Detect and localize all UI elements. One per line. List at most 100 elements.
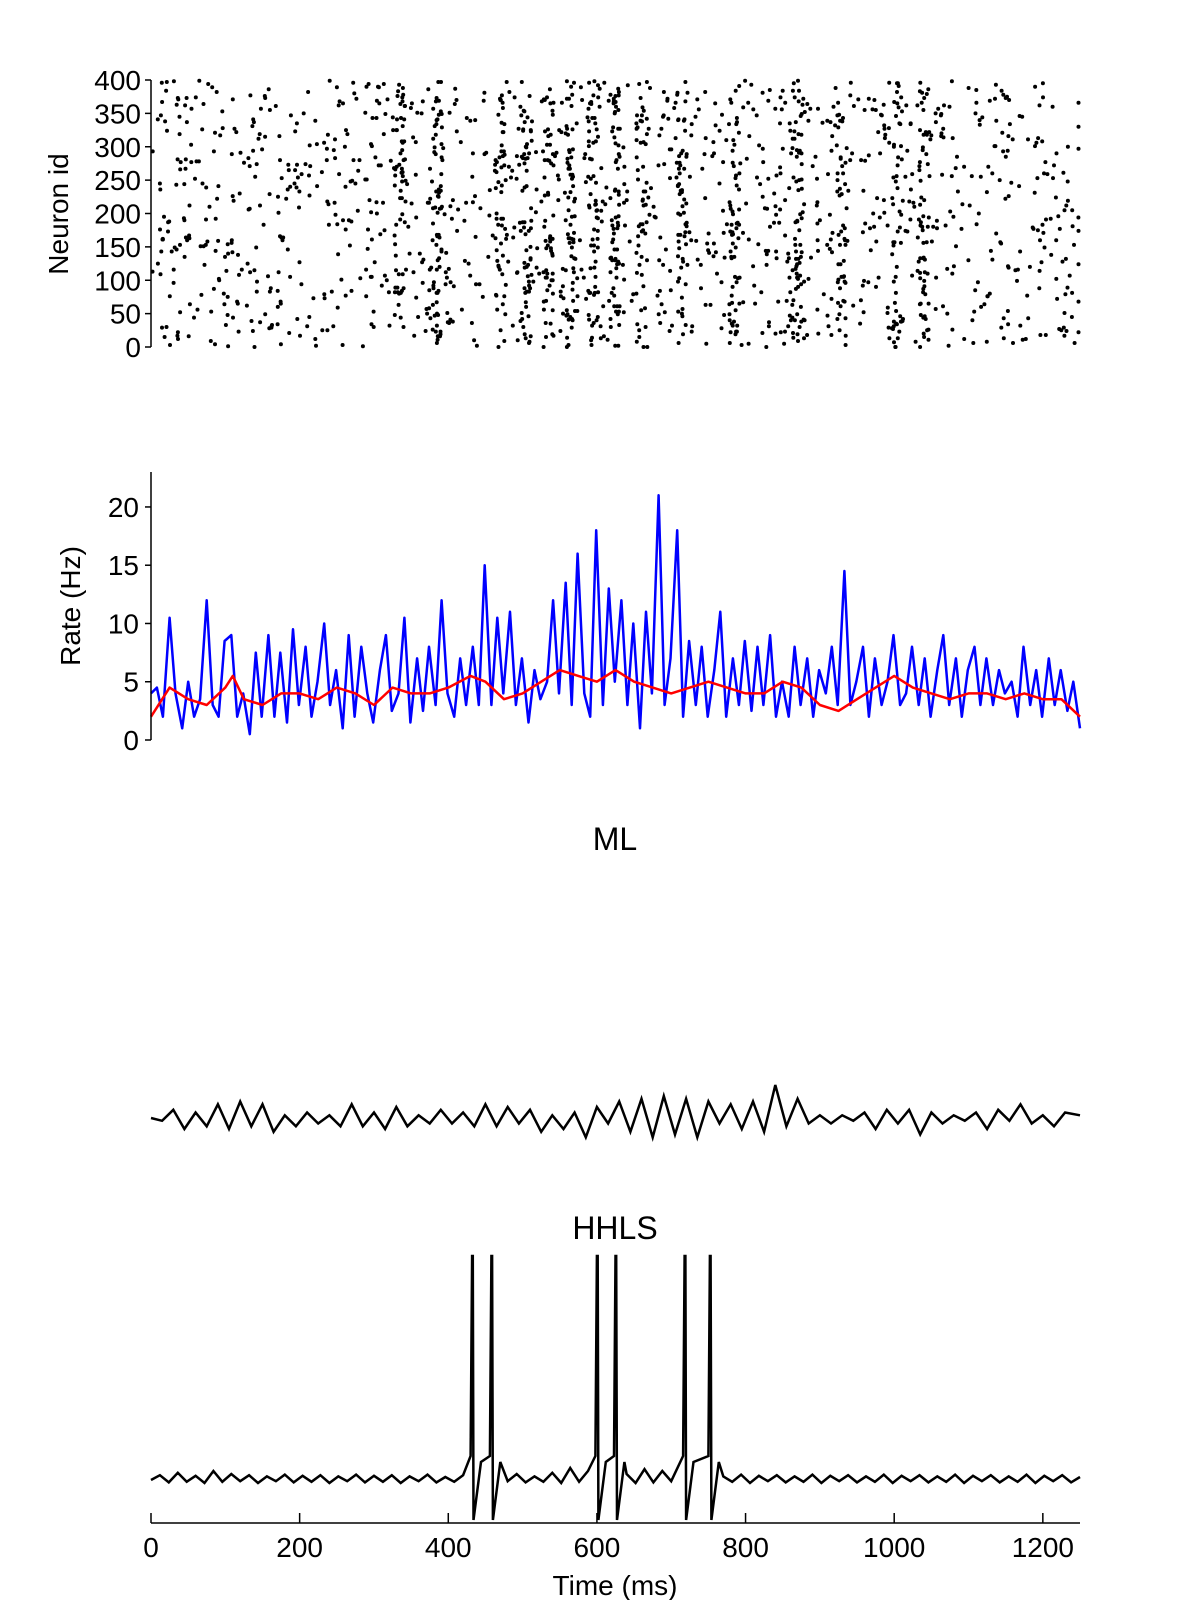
spike-dot <box>490 233 495 238</box>
spike-dot <box>322 140 327 145</box>
spike-dot <box>836 300 840 305</box>
spike-dot <box>518 228 523 233</box>
spike-dot <box>661 113 666 118</box>
spike-dot <box>547 87 552 92</box>
spike-dot <box>920 148 925 153</box>
spike-dot <box>1065 285 1070 290</box>
spike-dot <box>586 144 591 149</box>
spike-dot <box>924 240 929 245</box>
spike-dot <box>1054 151 1059 156</box>
spike-dot <box>187 302 192 307</box>
spike-dot <box>969 174 974 179</box>
spike-dot <box>506 259 511 264</box>
spike-dot <box>635 125 640 130</box>
spike-dot <box>899 144 903 149</box>
spike-dot <box>841 298 846 303</box>
spike-dot <box>172 245 177 250</box>
spike-dot <box>661 262 666 267</box>
spike-dot <box>478 206 483 211</box>
spike-dot <box>639 113 644 118</box>
spike-dot <box>736 130 741 135</box>
spike-dot <box>414 295 419 300</box>
spike-dot <box>684 154 689 159</box>
spike-dot <box>435 334 440 339</box>
spike-dot <box>611 96 616 101</box>
spike-dot <box>841 223 846 228</box>
spike-dot <box>646 195 651 200</box>
spike-dot <box>1065 179 1070 184</box>
spike-dot <box>374 98 379 103</box>
spike-dot <box>364 267 369 272</box>
spike-dot <box>558 289 563 294</box>
spike-dot <box>882 210 887 215</box>
spike-dot <box>895 186 900 191</box>
spike-dot <box>635 168 640 173</box>
spike-dot <box>921 331 926 336</box>
spike-dot <box>676 166 681 171</box>
rate-lines <box>149 494 1082 736</box>
spike-dot <box>836 100 841 105</box>
spike-dot <box>695 257 700 262</box>
spike-dot <box>794 249 798 254</box>
spike-dot <box>676 341 681 345</box>
spike-dot <box>790 268 795 273</box>
spike-dot <box>434 267 439 272</box>
spike-dot <box>893 179 898 184</box>
spike-dot <box>333 212 338 217</box>
spike-dot <box>645 345 650 349</box>
spike-dot <box>918 345 923 349</box>
spike-dot <box>207 204 212 209</box>
spike-dot <box>558 329 563 333</box>
spike-dot <box>587 129 592 134</box>
spike-dot <box>394 268 398 273</box>
spike-dot <box>564 308 569 313</box>
spike-dot <box>915 268 920 273</box>
spike-dot <box>197 78 202 83</box>
spike-dot <box>183 166 188 171</box>
spike-dot <box>608 325 613 329</box>
spike-dot <box>600 199 605 204</box>
spike-dot <box>497 155 502 160</box>
spike-dot <box>1039 260 1044 265</box>
spike-dot <box>435 210 440 215</box>
spike-dot <box>541 345 546 349</box>
spike-dot <box>926 301 931 306</box>
spike-dot <box>225 313 230 317</box>
spike-dot <box>1063 292 1068 297</box>
spike-dot <box>201 244 206 249</box>
spike-dot <box>516 126 521 131</box>
spike-dot <box>392 290 397 295</box>
spike-dot <box>369 274 374 279</box>
spike-dot <box>837 328 842 333</box>
spike-dot <box>387 323 392 328</box>
spike-dot <box>778 207 783 212</box>
spike-dot <box>815 200 820 205</box>
spike-dot <box>966 258 971 263</box>
spike-dot <box>500 302 505 307</box>
spike-dot <box>427 288 432 293</box>
spike-dot <box>500 253 505 258</box>
spike-dot <box>171 280 176 285</box>
spike-dot <box>159 249 164 254</box>
spike-dot <box>962 164 967 169</box>
spike-dot <box>885 223 890 228</box>
hhls-panel: HHLS 0 200 400 600 800 1000 1200 Time (ms) <box>143 1210 1081 1600</box>
spike-dot <box>379 283 384 288</box>
spike-dot <box>639 229 644 234</box>
spike-dot <box>915 103 920 108</box>
spike-dot <box>892 100 897 104</box>
spike-dot <box>286 168 291 173</box>
spike-dot <box>325 132 330 137</box>
spike-dot <box>202 262 207 267</box>
hhls-trace <box>150 1254 1081 1521</box>
spike-dot <box>794 154 799 159</box>
spike-dot <box>527 151 532 156</box>
spike-dot <box>689 238 694 243</box>
spike-dot <box>843 280 848 285</box>
spike-dot <box>528 244 533 249</box>
spike-dot <box>565 156 570 161</box>
spike-dot <box>439 204 444 209</box>
spike-dot <box>1055 296 1060 301</box>
spike-dot <box>665 98 670 103</box>
spike-dot <box>433 132 438 137</box>
